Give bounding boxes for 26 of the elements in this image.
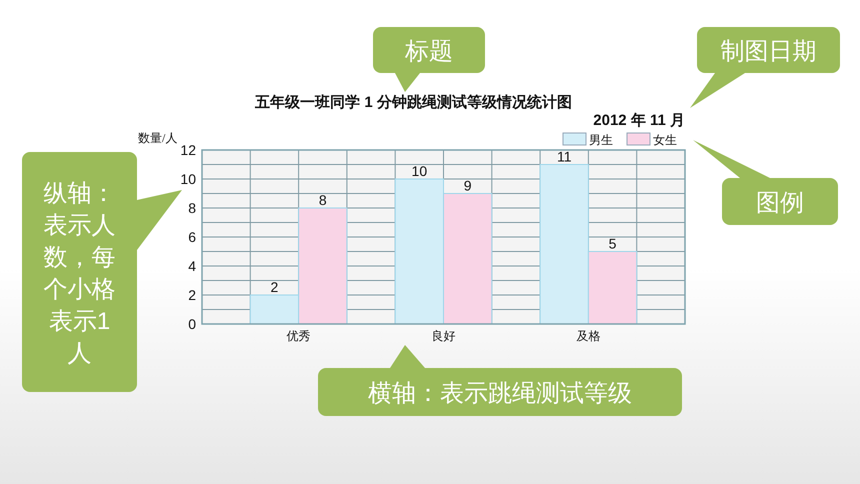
text: 制图日期: [720, 38, 816, 65]
y-axis-title: 数量/人: [138, 131, 178, 145]
x-tick-label: 优秀: [286, 329, 311, 343]
data-label: 10: [412, 163, 428, 179]
data-label: 5: [608, 236, 617, 252]
chart-subtitle: 2012 年 11 月: [593, 112, 685, 129]
y-tick-label: 2: [188, 287, 196, 303]
legend-label: 女生: [653, 133, 677, 147]
data-label: 2: [270, 279, 279, 295]
chart-title: 五年级一班同学 1 分钟跳绳测试等级情况统计图: [254, 94, 572, 111]
data-label: 8: [318, 192, 327, 208]
y-tick-label: 8: [188, 200, 196, 216]
text: 纵轴：表示人数，每个小格表示1人: [44, 180, 116, 367]
x-tick-label: 良好: [432, 329, 456, 343]
y-tick-label: 6: [188, 229, 196, 245]
y-tick-label: 12: [180, 142, 196, 158]
y-tick-label: 10: [180, 171, 196, 187]
text: 标题: [404, 38, 453, 65]
data-label: 9: [464, 178, 472, 194]
data-label: 11: [556, 148, 572, 164]
legend-label: 男生: [589, 133, 613, 147]
text: 横轴：表示跳绳测试等级: [368, 380, 632, 407]
x-tick-label: 及格: [576, 329, 600, 343]
y-tick-label: 0: [188, 316, 196, 332]
y-tick-label: 4: [188, 258, 196, 274]
text: 图例: [756, 190, 804, 216]
